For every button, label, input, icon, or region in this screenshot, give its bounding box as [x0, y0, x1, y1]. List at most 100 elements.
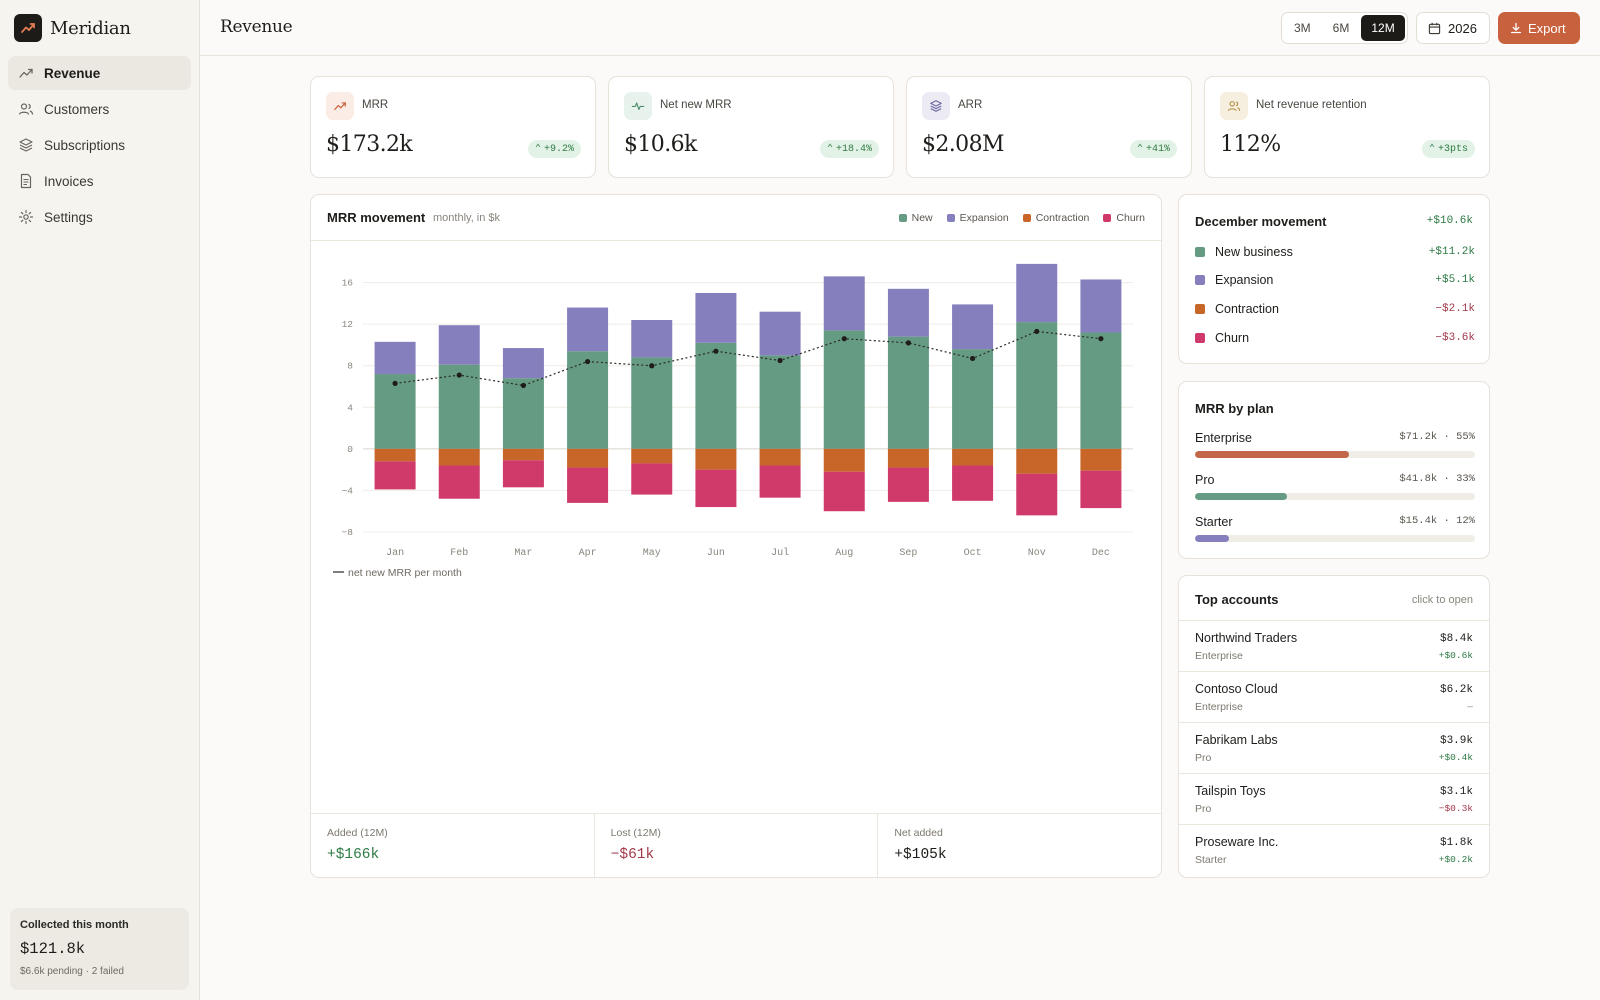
range-12m-button[interactable]: 12M	[1361, 15, 1405, 41]
x-tick-label: Jul	[771, 547, 789, 559]
x-tick-label: Dec	[1092, 548, 1110, 559]
legend-item-contraction: Contraction	[1022, 212, 1090, 224]
net-new-point	[1098, 336, 1104, 342]
movement-label: Expansion	[1215, 273, 1274, 287]
account-delta: −$0.3k	[1438, 803, 1473, 814]
net-new-point	[777, 357, 783, 364]
legend-item-churn: Churn	[1103, 212, 1145, 224]
legend-label: Expansion	[959, 212, 1009, 224]
chevron-up-icon: ⌃	[1428, 144, 1435, 155]
bar-segment-expansion	[502, 348, 544, 379]
movement-label: New business	[1215, 245, 1293, 259]
pulse-icon	[624, 92, 652, 120]
plan-bar-track	[1195, 451, 1475, 458]
legend-swatch	[1022, 214, 1031, 222]
legend-item-new: New	[898, 212, 933, 224]
bar-segment-expansion	[887, 288, 929, 337]
sidebar-item-revenue[interactable]: Revenue	[8, 56, 191, 90]
account-row-tailspin-toys[interactable]: Tailspin Toys Pro $3.1k −$0.3k	[1179, 773, 1489, 824]
net-new-point	[520, 382, 527, 389]
bar-segment-new	[952, 349, 994, 449]
year-picker[interactable]: 2026	[1416, 12, 1490, 44]
account-row-northwind-traders[interactable]: Northwind Traders Enterprise $8.4k +$0.6…	[1179, 620, 1489, 671]
range-3m-button[interactable]: 3M	[1294, 21, 1311, 35]
accounts-hint: click to open	[1411, 594, 1473, 606]
kpi-delta: +18.4%	[835, 143, 872, 155]
mrr-movement-card: MRR movement monthly, in $k New Expansio…	[310, 194, 1162, 878]
legend-label: New	[911, 212, 933, 224]
bar-segment-expansion	[374, 341, 416, 375]
plan-bar-fill	[1195, 535, 1229, 542]
net-new-point	[713, 348, 719, 354]
bar-segment-contraction	[438, 448, 480, 466]
x-tick-label: Nov	[1028, 548, 1046, 559]
bar-segment-expansion	[695, 292, 737, 343]
chart-footer: Added (12M) +$166k Lost (12M) −$61k Net …	[311, 813, 1161, 877]
bar-segment-new	[759, 355, 801, 449]
bar-segment-new	[374, 374, 416, 449]
footer-value: −$61k	[610, 847, 655, 863]
net-new-point	[1034, 328, 1040, 335]
users-icon	[18, 103, 34, 115]
footer-value: +$105k	[894, 847, 947, 863]
plan-meta: $15.4k · 12%	[1399, 515, 1475, 527]
plan-meta: $71.2k · 55%	[1399, 431, 1475, 443]
range-6m-button[interactable]: 6M	[1332, 21, 1350, 35]
x-tick-label: Aug	[835, 548, 853, 559]
bar-segment-expansion	[952, 304, 994, 350]
sidebar-item-invoices[interactable]: Invoices	[8, 164, 191, 198]
account-name: Tailspin Toys	[1195, 784, 1266, 798]
bar-segment-new	[631, 357, 673, 449]
account-plan: Enterprise	[1195, 650, 1243, 662]
export-button[interactable]: Export	[1498, 12, 1580, 44]
account-amount: $6.2k	[1439, 684, 1473, 696]
movement-label: Churn	[1215, 331, 1250, 345]
bar-segment-contraction	[374, 448, 416, 462]
plan-label: Enterprise	[1195, 431, 1252, 445]
legend-label: Contraction	[1035, 212, 1090, 224]
account-amount: $8.4k	[1439, 633, 1473, 645]
legend-label: Churn	[1116, 212, 1145, 224]
y-tick-label: 16	[342, 278, 354, 289]
sidebar-item-settings[interactable]: Settings	[8, 200, 191, 234]
panel-title: MRR by plan	[1195, 401, 1274, 416]
app-name: Meridian	[50, 17, 131, 39]
page-title: Revenue	[220, 17, 293, 37]
sidebar-item-label: Customers	[44, 101, 110, 117]
sidebar-item-customers[interactable]: Customers	[8, 92, 191, 126]
kpi-label: Net new MRR	[660, 99, 732, 111]
net-new-line	[395, 330, 1101, 387]
y-tick-label: 0	[347, 444, 353, 455]
y-tick-label: 12	[342, 319, 354, 330]
kpi-delta-badge: ⌃ +41%	[1129, 140, 1177, 158]
x-tick-label: May	[643, 548, 661, 559]
legend-item-expansion: Expansion	[946, 212, 1009, 224]
plan-bar-fill	[1195, 493, 1288, 500]
account-name: Fabrikam Labs	[1195, 733, 1278, 747]
account-amount: $3.1k	[1439, 786, 1473, 798]
bar-segment-contraction	[823, 448, 865, 472]
brand[interactable]: Meridian	[14, 14, 131, 42]
account-name: Northwind Traders	[1195, 631, 1298, 645]
bar-segment-churn	[952, 465, 994, 501]
chart-title: MRR movement	[327, 210, 426, 225]
bar-segment-contraction	[695, 448, 737, 470]
movement-value: −$3.6k	[1435, 332, 1475, 344]
layers-icon	[19, 138, 33, 152]
account-row-proseware-inc[interactable]: Proseware Inc. Starter $1.8k +$0.2k	[1179, 824, 1489, 875]
account-row-contoso-cloud[interactable]: Contoso Cloud Enterprise $6.2k —	[1179, 671, 1489, 722]
users-icon	[1220, 92, 1248, 120]
panel-title: Top accounts	[1195, 592, 1279, 607]
bar-segment-contraction	[567, 448, 609, 468]
gear-icon	[18, 209, 34, 225]
bar-segment-new	[567, 351, 609, 449]
movement-row-contraction: Contraction −$2.1k	[1195, 299, 1475, 319]
collected-sub: $6.6k pending · 2 failed	[20, 966, 124, 977]
kpi-card-net-revenue-retention: Net revenue retention 112% ⌃ +3pts	[1204, 76, 1490, 178]
bar-segment-churn	[1016, 473, 1058, 516]
sidebar-item-subscriptions[interactable]: Subscriptions	[8, 128, 191, 162]
account-row-fabrikam-labs[interactable]: Fabrikam Labs Pro $3.9k +$0.4k	[1179, 722, 1489, 773]
movement-row-churn: Churn −$3.6k	[1195, 328, 1475, 348]
net-new-point	[905, 340, 912, 346]
y-tick-label: −4	[342, 485, 354, 496]
